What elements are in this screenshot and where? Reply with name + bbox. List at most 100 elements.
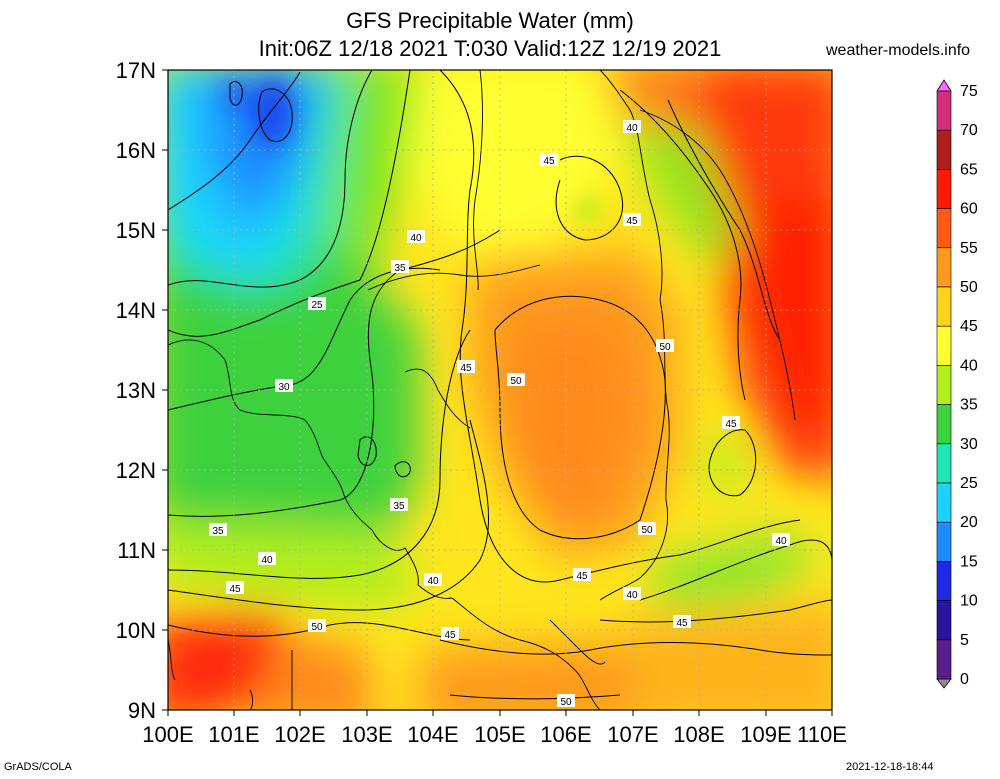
- contour-label: 50: [308, 619, 326, 633]
- lon-label: 105E: [474, 722, 525, 747]
- colorbar-label: 75: [960, 83, 978, 100]
- colorbar-label: 10: [960, 593, 978, 610]
- contour-label: 45: [457, 360, 475, 374]
- pw-contours: [168, 70, 832, 700]
- colorbar-segment: [936, 443, 952, 484]
- lon-label: 100E: [142, 722, 193, 747]
- colorbar-label: 15: [960, 553, 978, 570]
- svg-text:45: 45: [676, 618, 688, 629]
- contour-label: 45: [673, 615, 691, 629]
- svg-text:50: 50: [641, 525, 653, 536]
- lat-label: 16N: [116, 138, 156, 163]
- colorbar-label: 25: [960, 475, 978, 492]
- contour-label: 50: [557, 694, 575, 708]
- coastlines-borders: [168, 70, 796, 710]
- svg-text:45: 45: [626, 216, 638, 227]
- lon-label: 103E: [341, 722, 392, 747]
- contour-label: 40: [407, 230, 425, 244]
- lat-lon-grid: [168, 70, 832, 710]
- svg-text:40: 40: [626, 123, 638, 134]
- contour-label: 50: [638, 522, 656, 536]
- svg-text:40: 40: [626, 590, 638, 601]
- svg-text:35: 35: [393, 501, 405, 512]
- svg-text:25: 25: [311, 300, 323, 311]
- contour-labels: 40 45 45 40 35 25 30 45 50 50 45 35 35 4…: [209, 120, 790, 708]
- colorbar-segment: [936, 600, 952, 641]
- map-title-line1: GFS Precipitable Water (mm): [346, 8, 634, 33]
- svg-text:35: 35: [212, 526, 224, 537]
- footer-credit: GrADS/COLA: [4, 761, 72, 773]
- contour-label: 40: [623, 587, 641, 601]
- colorbar-label: 30: [960, 436, 978, 453]
- contour-label: 45: [540, 153, 558, 167]
- lon-label: 110E: [797, 722, 847, 747]
- lon-label: 104E: [407, 722, 458, 747]
- colorbar-segment: [936, 90, 952, 131]
- contour-label: 45: [441, 627, 459, 641]
- svg-text:30: 30: [278, 382, 290, 393]
- contour-label: 45: [722, 416, 740, 430]
- svg-text:45: 45: [725, 419, 737, 430]
- footer-timestamp: 2021-12-18-18:44: [846, 761, 934, 773]
- colorbar-label: 0: [960, 671, 969, 688]
- colorbar-label: 65: [960, 161, 978, 178]
- lat-label: 11N: [117, 538, 156, 563]
- contour-label: 35: [209, 523, 227, 537]
- colorbar-label: 70: [960, 122, 978, 139]
- colorbar-segment: [936, 404, 952, 445]
- svg-text:50: 50: [510, 376, 522, 387]
- colorbar-label: 35: [960, 397, 978, 414]
- colorbar-segment: [936, 482, 952, 523]
- colorbar-top-arrow: [936, 79, 952, 92]
- colorbar-segment: [936, 169, 952, 209]
- colorbar-segment: [936, 639, 952, 680]
- colorbar-label: 5: [960, 632, 969, 649]
- lon-label: 109E: [740, 722, 791, 747]
- lon-label: 108E: [673, 722, 724, 747]
- colorbar-segment: [936, 521, 952, 562]
- svg-text:45: 45: [576, 571, 588, 582]
- colorbar-segment: [936, 208, 952, 249]
- contour-label: 40: [258, 552, 276, 566]
- svg-text:50: 50: [560, 697, 572, 708]
- svg-text:45: 45: [460, 363, 472, 374]
- svg-text:50: 50: [311, 622, 323, 633]
- lat-label: 15N: [116, 218, 156, 243]
- colorbar-bottom-arrow: [936, 678, 952, 689]
- svg-text:50: 50: [659, 342, 671, 353]
- svg-text:35: 35: [394, 263, 406, 274]
- lat-label: 13N: [116, 378, 156, 403]
- colorbar-label: 20: [960, 514, 978, 531]
- contour-label: 40: [424, 573, 442, 587]
- contour-label: 50: [507, 373, 525, 387]
- svg-text:45: 45: [444, 630, 456, 641]
- contour-label: 45: [623, 213, 641, 227]
- svg-text:40: 40: [410, 233, 422, 244]
- colorbar-label: 40: [960, 357, 978, 374]
- colorbar-segment: [936, 247, 952, 288]
- lat-label: 12N: [116, 458, 156, 483]
- lat-label: 10N: [116, 618, 156, 643]
- lat-label: 9N: [128, 698, 156, 723]
- contour-label: 45: [226, 581, 244, 595]
- svg-text:40: 40: [775, 536, 787, 547]
- lat-label: 17N: [116, 58, 156, 83]
- colorbar-segment: [936, 286, 952, 327]
- site-credit: weather-models.info: [826, 42, 971, 59]
- svg-text:45: 45: [229, 584, 241, 595]
- colorbar-label: 55: [960, 240, 978, 257]
- contour-label: 40: [623, 120, 641, 134]
- contour-label: 30: [275, 379, 293, 393]
- colorbar-segment: [936, 561, 952, 601]
- contour-label: 35: [390, 498, 408, 512]
- axis-ticks: [162, 69, 833, 716]
- longitude-labels: 100E 101E 102E 103E 104E 105E 106E 107E …: [142, 722, 847, 747]
- colorbar-label: 45: [960, 318, 978, 335]
- map-title-line2: Init:06Z 12/18 2021 T:030 Valid:12Z 12/1…: [258, 36, 722, 61]
- colorbar-label: 60: [960, 201, 978, 218]
- colorbar-label: 50: [960, 279, 978, 296]
- lon-label: 102E: [274, 722, 325, 747]
- svg-text:45: 45: [543, 156, 555, 167]
